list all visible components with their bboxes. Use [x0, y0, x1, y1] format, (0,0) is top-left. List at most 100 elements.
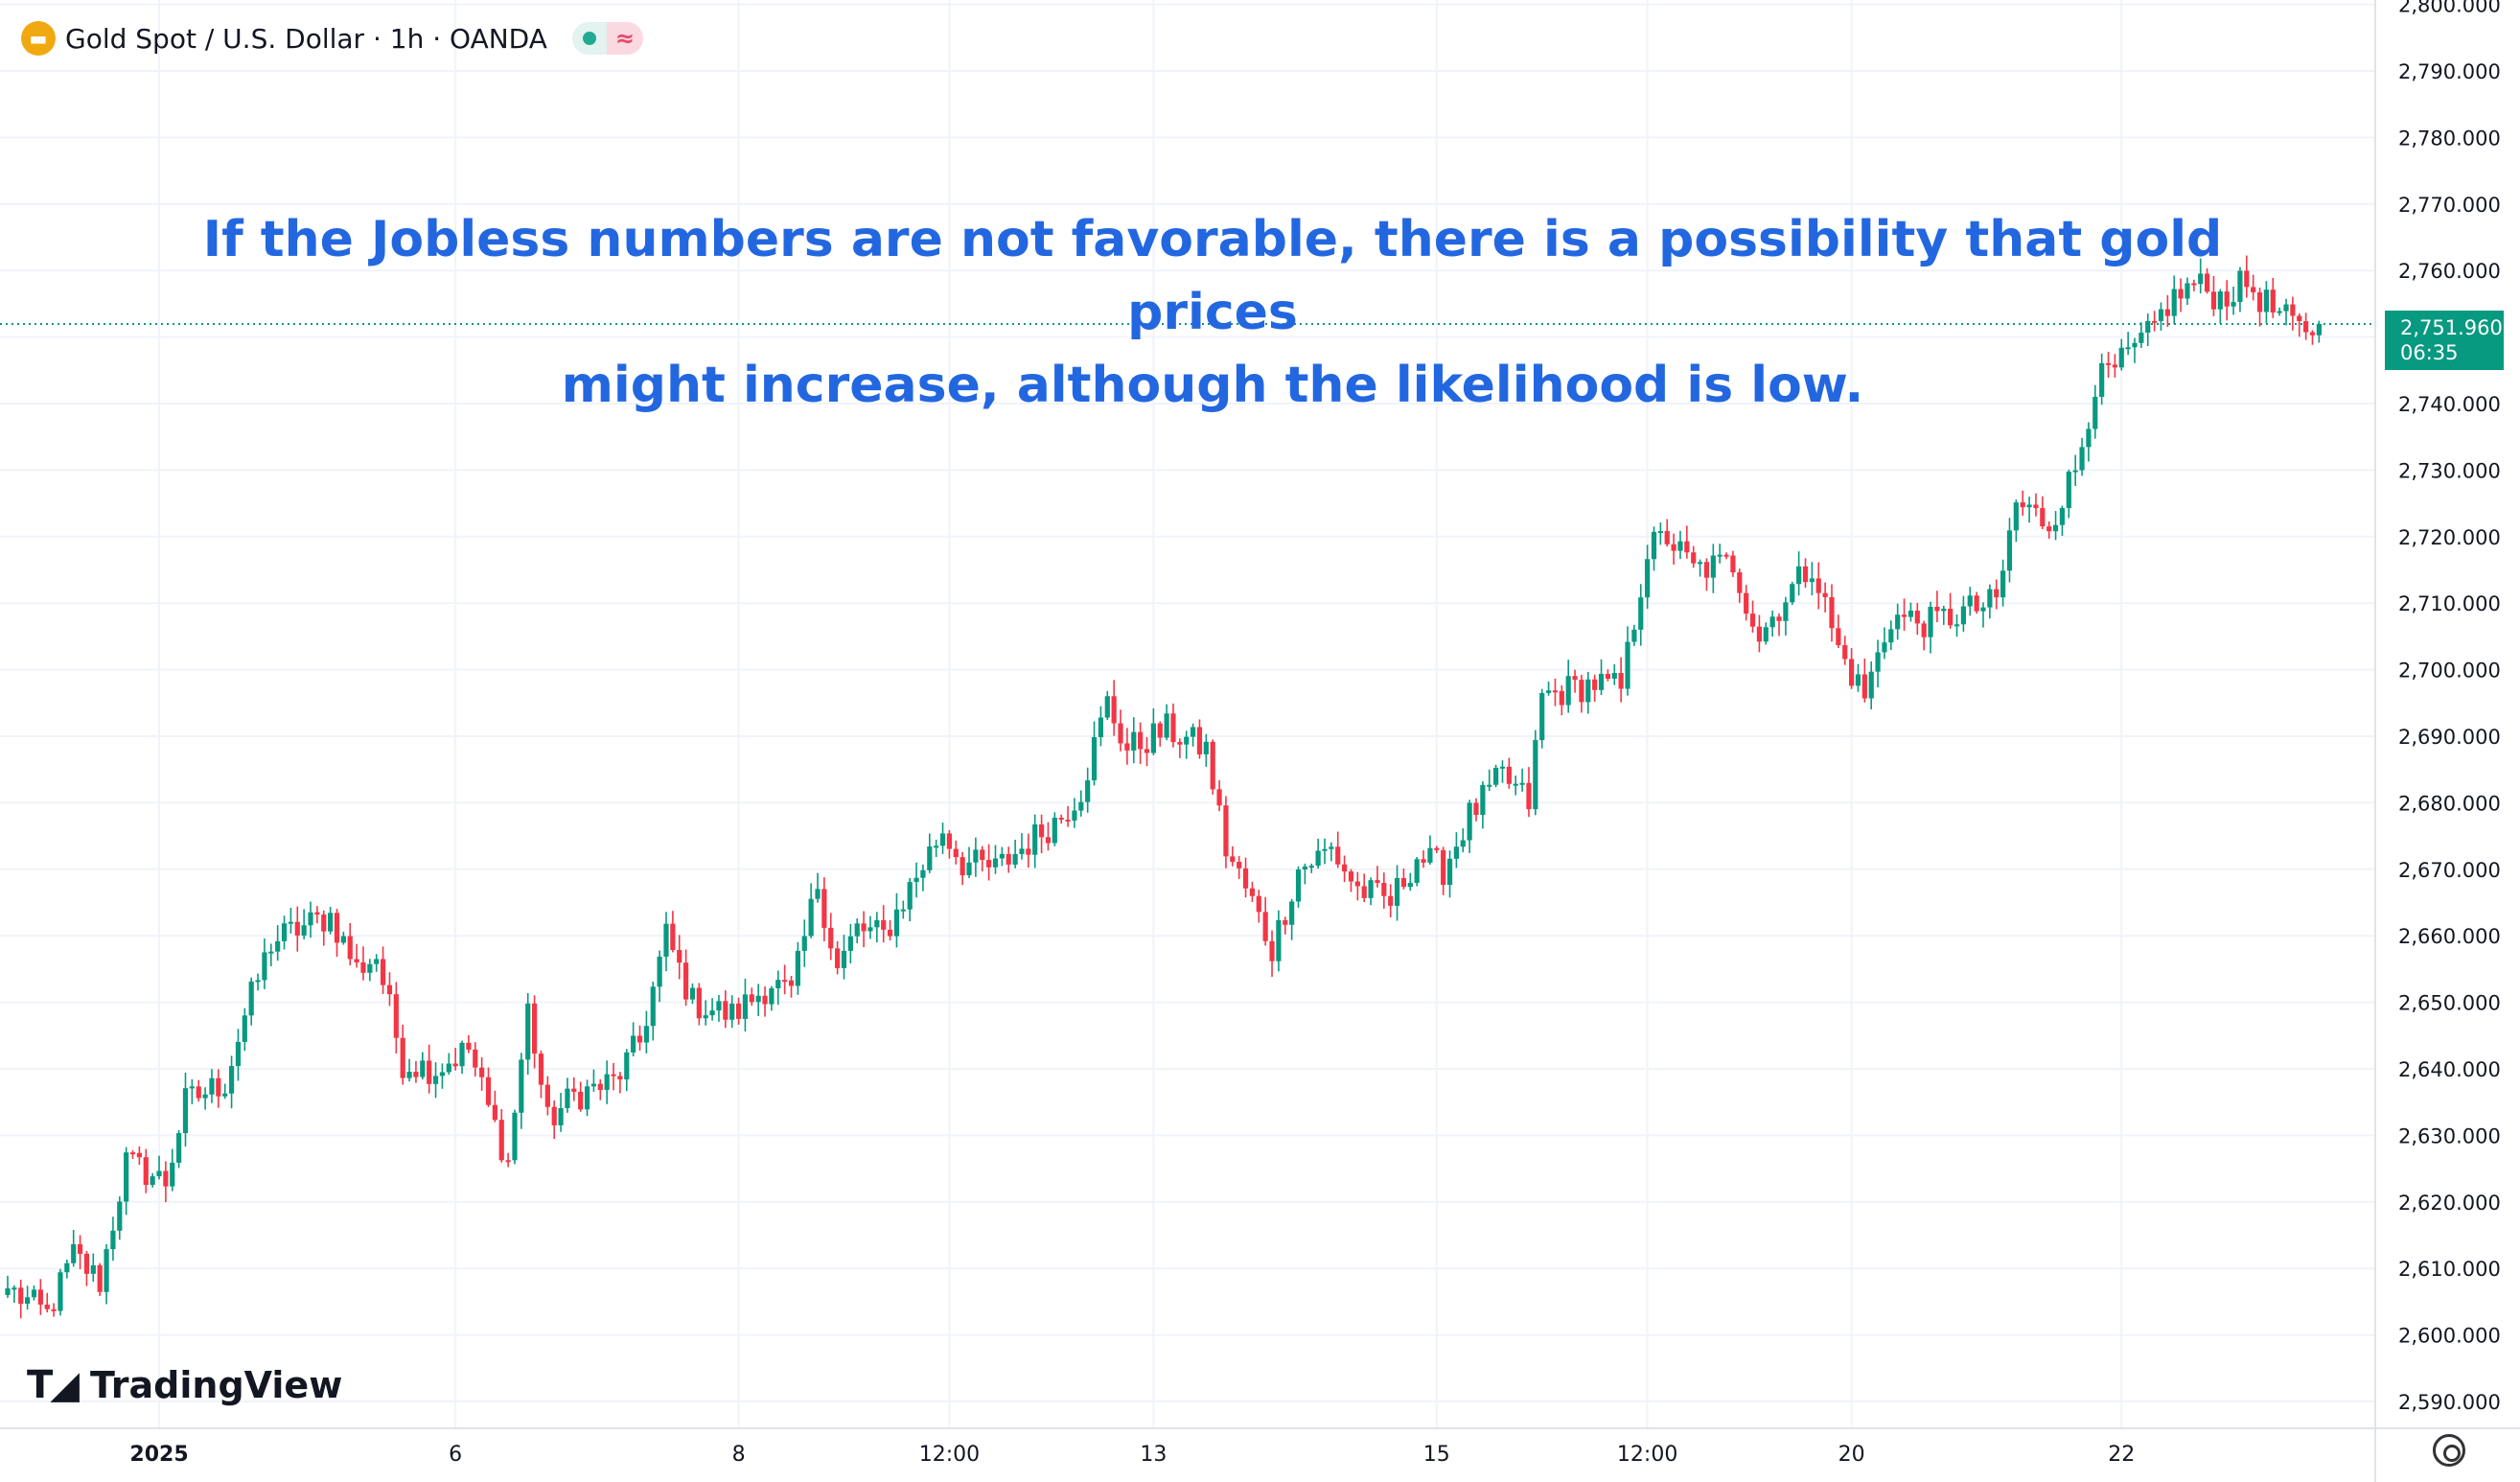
candle-body	[1348, 871, 1354, 882]
candle-body	[374, 959, 380, 964]
candle-body	[1861, 674, 1867, 699]
price-axis[interactable]: 2,590.000 2,600.000 2,610.000 2,620.000 2,63…	[2398, 0, 2501, 1414]
candle-body	[584, 1086, 590, 1110]
candle-body	[406, 1072, 412, 1078]
candle-body	[1954, 624, 1960, 627]
candle-body	[1506, 766, 1512, 784]
candle-body	[1907, 610, 1914, 617]
candle-body	[1329, 846, 1334, 849]
candle-body	[1631, 629, 1637, 642]
candle-body	[2052, 524, 2059, 532]
candle-body	[189, 1086, 195, 1089]
candle-body	[2145, 320, 2151, 333]
tradingview-watermark[interactable]: T◢ TradingView	[27, 1363, 342, 1407]
candle-body	[2000, 570, 2006, 598]
candle-body	[1354, 881, 1360, 887]
candle-body	[689, 987, 696, 1000]
candle-body	[2185, 283, 2190, 299]
candle-body	[1322, 848, 1328, 851]
candle-body	[1118, 723, 1123, 744]
candle-body	[854, 923, 860, 937]
candle-body	[498, 1120, 504, 1161]
candle-body	[64, 1262, 70, 1273]
candle-body	[808, 898, 814, 937]
candle-body	[2158, 309, 2164, 321]
candle-body	[2040, 508, 2046, 527]
candle-body	[1585, 679, 1591, 703]
candle-body	[492, 1104, 497, 1121]
y-tick-label: 2,610.000	[2398, 1258, 2501, 1281]
x-tick-label: 12:00	[919, 1443, 980, 1467]
candle-body	[1572, 676, 1578, 681]
candle-body	[1783, 602, 1789, 621]
candle-body	[124, 1152, 129, 1202]
candle-body	[340, 936, 346, 943]
candle-body	[1104, 696, 1110, 718]
candle-body	[2237, 270, 2243, 303]
x-tick-label: 22	[2108, 1443, 2135, 1467]
candle-body	[1592, 679, 1598, 690]
candle-body	[966, 862, 972, 876]
candle-body	[1598, 674, 1605, 690]
candle-body	[321, 914, 327, 932]
candle-body	[288, 921, 294, 924]
y-tick-label: 2,640.000	[2398, 1058, 2501, 1081]
x-tick-label: 8	[732, 1443, 746, 1467]
candle-body	[1565, 676, 1571, 706]
candle-body	[571, 1088, 577, 1092]
candle-body	[1967, 595, 1973, 607]
candle-body	[1723, 554, 1729, 557]
symbol-header[interactable]: ▬ Gold Spot / U.S. Dollar · 1h · OANDA ≈	[21, 17, 643, 59]
candle-body	[2013, 502, 2019, 531]
time-axis[interactable]: 2025 6 8 12:00 13 15 12:00 20 22	[129, 1443, 2135, 1467]
candle-body	[907, 882, 913, 910]
chart-annotation: If the Jobless numbers are not favorable…	[192, 203, 2233, 422]
candle-body	[1453, 846, 1459, 859]
candle-body	[1237, 862, 1242, 868]
candle-body	[1269, 940, 1275, 961]
candle-body	[1289, 901, 1295, 925]
candle-body	[176, 1133, 182, 1163]
candle-body	[1645, 559, 1651, 598]
candle-body	[1473, 802, 1479, 816]
candle-body	[1756, 626, 1763, 642]
symbol-title[interactable]: Gold Spot / U.S. Dollar · 1h · OANDA	[65, 22, 547, 55]
candle-body	[867, 927, 873, 932]
candle-body	[2231, 302, 2236, 307]
y-tick-label: 2,800.000	[2398, 0, 2501, 17]
candle-body	[519, 1059, 524, 1113]
candle-body	[104, 1249, 109, 1292]
market-status-pill[interactable]: ≈	[571, 22, 643, 55]
candle-body	[893, 909, 900, 937]
candle-body	[2006, 530, 2013, 571]
candle-body	[1868, 671, 1874, 699]
candle-body	[1638, 597, 1644, 630]
candle-body	[5, 1288, 11, 1295]
candle-body	[1790, 584, 1795, 603]
candle-body	[1776, 616, 1782, 621]
candle-body	[1611, 673, 1617, 679]
candle-body	[2210, 291, 2217, 310]
candle-body	[1315, 850, 1321, 867]
y-tick-label: 2,680.000	[2398, 792, 2501, 815]
candle-body	[163, 1170, 169, 1187]
candle-body	[920, 869, 926, 878]
candle-body	[881, 919, 887, 930]
candle-body	[815, 889, 821, 899]
candle-body	[2164, 309, 2170, 316]
candle-body	[222, 1093, 228, 1097]
settings-gear-icon[interactable]	[2433, 1434, 2465, 1467]
candle-body	[874, 919, 880, 928]
candle-body	[1802, 566, 1809, 583]
candle-body	[801, 936, 807, 951]
candle-body	[683, 962, 689, 1000]
candle-body	[821, 889, 827, 928]
candle-body	[597, 1083, 603, 1091]
candle-body	[1196, 727, 1203, 754]
candle-body	[624, 1052, 630, 1080]
candle-body	[347, 936, 353, 960]
candle-body	[1157, 723, 1163, 738]
candle-body	[275, 940, 281, 952]
